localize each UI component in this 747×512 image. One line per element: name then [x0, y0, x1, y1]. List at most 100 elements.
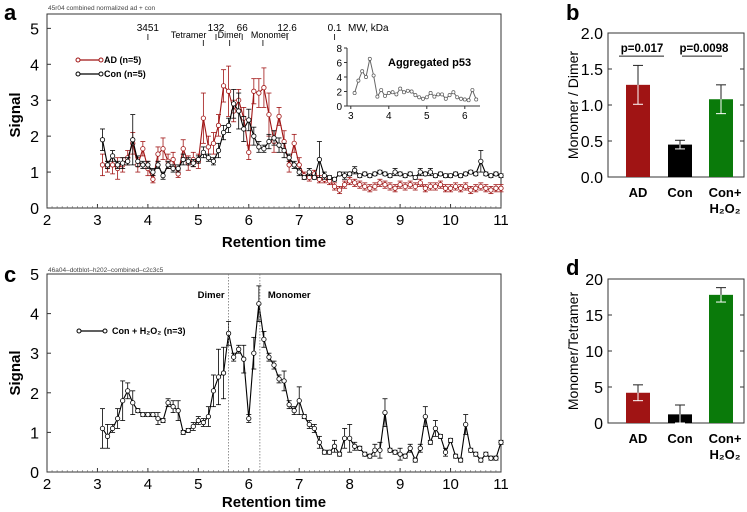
- bar-b-1: [668, 144, 692, 177]
- inset-data-point: [405, 88, 410, 93]
- data-point-a-1: [271, 135, 277, 141]
- data-point-c-0: [397, 451, 403, 457]
- data-point-a-1: [200, 149, 206, 155]
- data-point-a-1: [422, 171, 428, 177]
- data-point-a-0: [109, 162, 116, 168]
- data-point-a-1: [427, 169, 433, 175]
- panel-label-b: b: [566, 0, 579, 25]
- panel-label-c: c: [4, 262, 16, 287]
- oligomer-label: Dimer: [218, 30, 242, 40]
- data-point-a-0: [468, 187, 474, 193]
- data-point-a-0: [427, 183, 433, 190]
- y-axis-title-c: Signal: [7, 350, 24, 395]
- y-tick-label-c: 0: [30, 465, 39, 482]
- data-point-a-1: [175, 165, 181, 172]
- y-tick-label-a: 4: [30, 57, 39, 74]
- data-point-a-1: [306, 169, 312, 175]
- data-point-c-0: [291, 408, 297, 414]
- data-point-c-0: [210, 388, 217, 394]
- inset-y-tick-label: 0: [336, 102, 342, 113]
- data-point-c-0: [236, 346, 242, 352]
- panel-label-a: a: [4, 0, 17, 25]
- data-point-a-1: [357, 173, 363, 179]
- data-point-a-1: [236, 108, 242, 114]
- x-tick-label-c: 10: [442, 476, 459, 493]
- data-point-a-1: [251, 133, 257, 139]
- data-point-c-0: [195, 417, 201, 424]
- x-tick-label-a: 9: [396, 212, 404, 229]
- x-tick-label-c: 2: [43, 476, 51, 493]
- data-point-c-0: [336, 451, 343, 457]
- inset-data-point: [398, 86, 403, 91]
- data-point-a-1: [331, 176, 338, 182]
- data-point-c-0: [145, 411, 151, 418]
- x-tick-label-c: 7: [295, 476, 303, 493]
- data-point-a-0: [286, 162, 292, 168]
- data-point-c-0: [362, 451, 368, 457]
- data-point-c-0: [447, 437, 454, 443]
- inset-y-tick-label: 8: [336, 44, 342, 55]
- data-point-a-1: [397, 171, 403, 177]
- data-point-a-0: [276, 113, 282, 119]
- data-point-c-0: [442, 449, 449, 455]
- data-point-a-1: [109, 153, 116, 159]
- y-tick-label-d: 20: [585, 272, 603, 289]
- data-point-a-1: [478, 158, 484, 164]
- inset-data-point: [386, 90, 391, 95]
- data-point-c-0: [306, 421, 312, 428]
- category-label-d: AD: [629, 431, 648, 446]
- data-point-a-0: [377, 180, 383, 186]
- x-tick-label-a: 8: [345, 212, 353, 229]
- data-point-a-1: [130, 137, 136, 143]
- data-point-a-1: [210, 158, 217, 164]
- y-tick-label-c: 2: [30, 386, 39, 403]
- data-point-a-1: [281, 147, 287, 154]
- data-point-c-0: [190, 423, 196, 430]
- legend-marker-c: [76, 328, 82, 334]
- category-label-d: H₂O₂: [709, 447, 740, 462]
- mw-tick-label: 3451: [137, 23, 160, 34]
- inset-title: Aggregated p53: [388, 57, 471, 69]
- inset-y-tick-label: 2: [336, 88, 342, 99]
- x-tick-label-a: 4: [144, 212, 152, 229]
- data-point-c-0: [402, 453, 408, 459]
- data-point-a-1: [195, 156, 201, 163]
- inset-x-tick-label: 5: [424, 111, 430, 122]
- data-point-c-0: [296, 398, 302, 404]
- data-point-c-0: [271, 362, 277, 368]
- data-point-a-0: [357, 182, 363, 188]
- data-point-c-0: [185, 427, 191, 434]
- data-point-c-0: [468, 447, 474, 453]
- data-point-a-1: [261, 146, 267, 152]
- inset-data-point: [364, 75, 368, 79]
- inset-data-point: [417, 95, 422, 100]
- x-tick-label-a: 5: [194, 212, 202, 229]
- data-point-a-1: [135, 158, 141, 164]
- data-point-a-0: [422, 185, 428, 191]
- data-point-a-1: [326, 174, 333, 181]
- data-point-c-0: [220, 370, 227, 376]
- x-axis-title-a: Retention time: [222, 234, 326, 251]
- inset-data-point: [421, 96, 425, 101]
- data-point-a-0: [210, 140, 217, 146]
- data-point-c-0: [130, 400, 136, 406]
- data-point-a-1: [362, 171, 368, 177]
- data-point-c-0: [115, 415, 121, 422]
- inset-data-point: [409, 89, 414, 94]
- inset-data-point: [352, 90, 357, 95]
- data-point-c-0: [316, 439, 322, 445]
- data-point-a-0: [155, 151, 161, 157]
- inset-x-tick-label: 3: [348, 111, 354, 122]
- data-point-c-0: [104, 433, 111, 439]
- data-point-a-0: [417, 180, 423, 186]
- p-value-label: p=0.017: [621, 43, 664, 55]
- data-point-c-0: [347, 435, 353, 441]
- inset-data-point: [424, 95, 429, 100]
- y-tick-label-a: 2: [30, 129, 39, 146]
- data-point-a-0: [447, 185, 454, 191]
- y-tick-label-d: 0: [594, 416, 603, 433]
- data-point-c-0: [342, 435, 348, 441]
- data-point-a-1: [296, 169, 302, 175]
- data-point-c-0: [200, 419, 206, 426]
- data-point-a-0: [407, 182, 413, 188]
